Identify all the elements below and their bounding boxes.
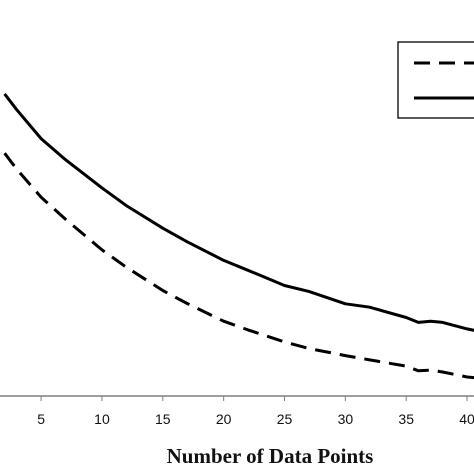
plot-area: [3, 92, 474, 380]
x-tick-label: 30: [338, 411, 354, 427]
x-tick-label: 5: [37, 411, 45, 427]
series-line-solid: [3, 92, 474, 332]
x-tick-label: 15: [155, 411, 171, 427]
x-tick-label: 20: [216, 411, 232, 427]
x-axis-title: Number of Data Points: [167, 444, 374, 468]
x-tick-label: 35: [398, 411, 414, 427]
series-line-dashed: [3, 152, 474, 380]
x-tick-label: 40: [459, 411, 474, 427]
legend-box: [397, 41, 474, 119]
x-tick-label: 25: [277, 411, 293, 427]
x-tick-label: 10: [94, 411, 110, 427]
legend: [397, 41, 474, 119]
x-axis: 5 10 15 20 25 30 35 40: [0, 395, 474, 427]
